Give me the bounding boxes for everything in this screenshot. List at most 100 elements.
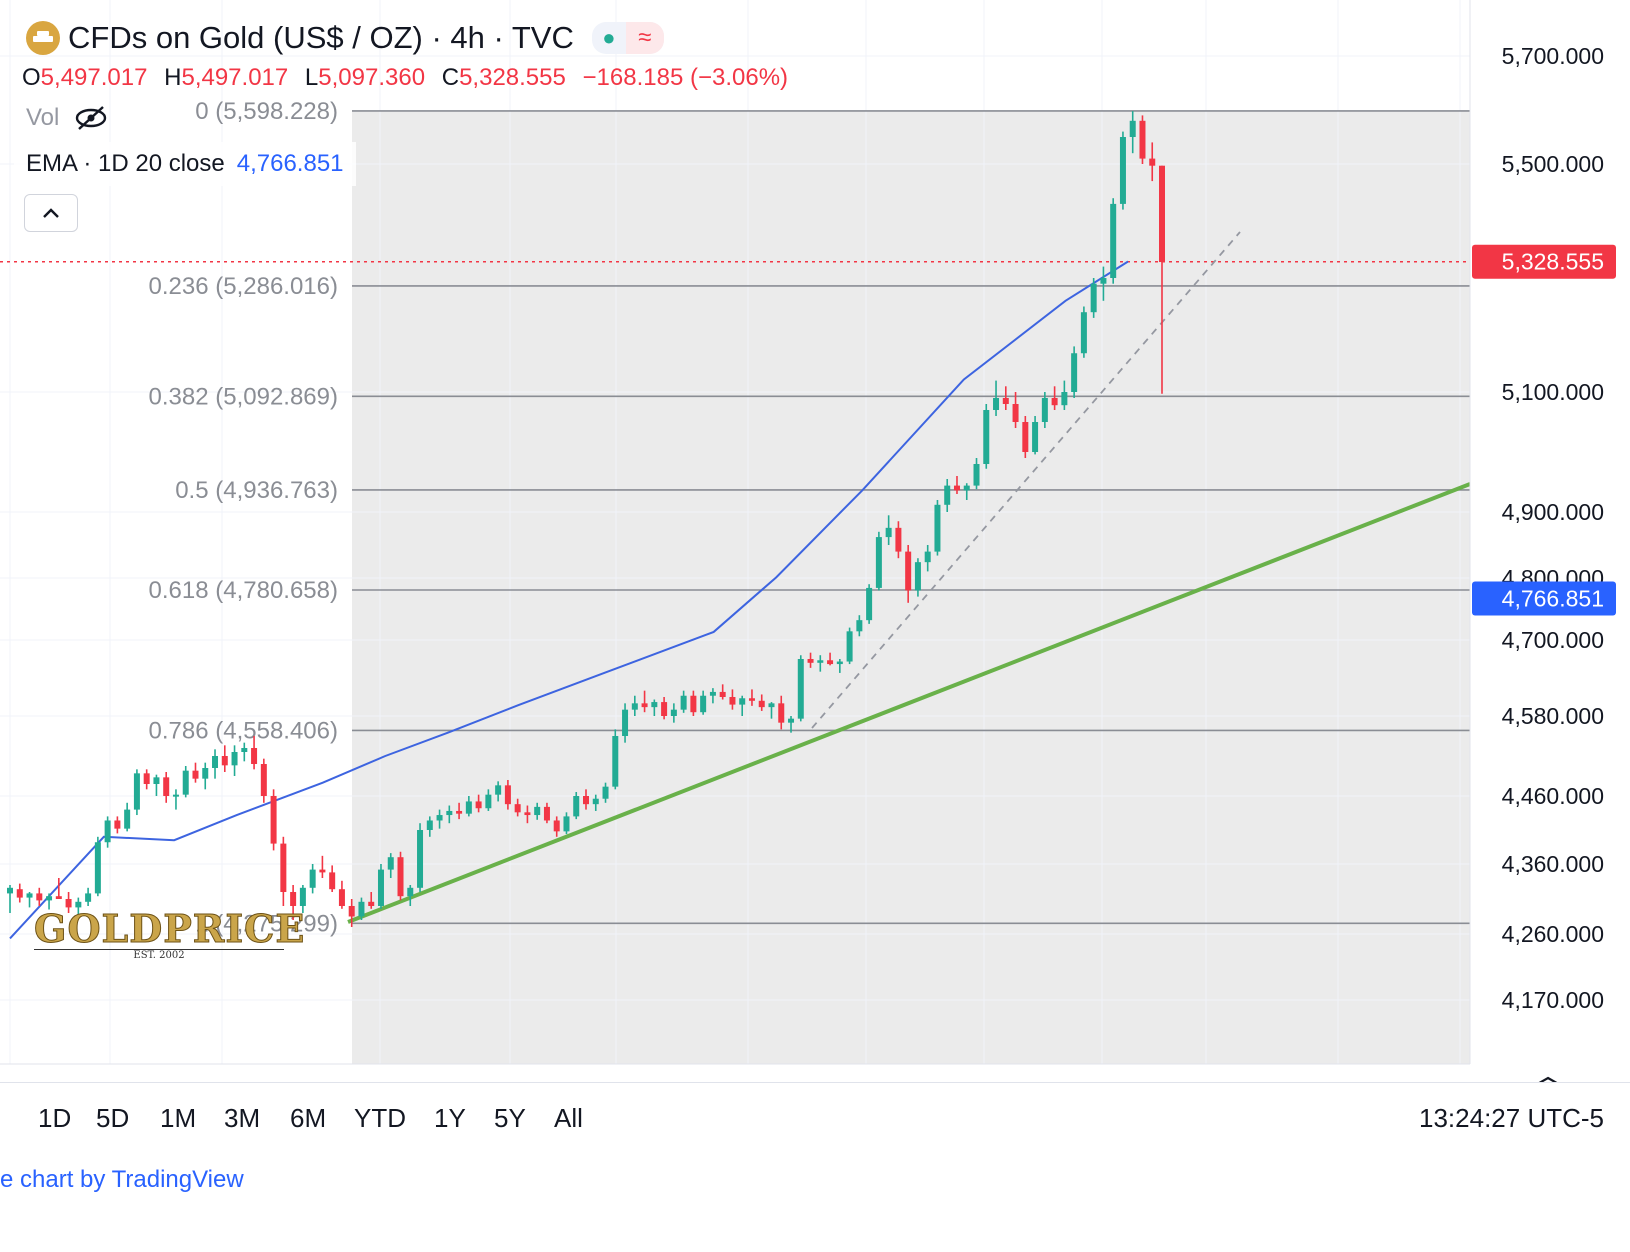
candle xyxy=(1159,165,1165,394)
candle-body xyxy=(856,620,863,632)
candle-body xyxy=(46,896,53,901)
candle-body xyxy=(397,857,404,897)
candle xyxy=(924,545,931,572)
candle-body xyxy=(1149,158,1156,166)
candle xyxy=(260,758,267,803)
ema-series xyxy=(9,260,1129,940)
candle-body xyxy=(875,537,882,588)
candle xyxy=(612,729,619,790)
timeframe-1d-button[interactable]: 1D xyxy=(38,1103,72,1133)
candle xyxy=(788,716,795,733)
candle-body xyxy=(680,695,687,710)
candle-body xyxy=(963,485,970,491)
time-tick-label: 21 xyxy=(97,1081,124,1082)
candle xyxy=(172,789,179,810)
candle-body xyxy=(231,752,238,766)
candle-body xyxy=(75,901,82,908)
candle-body xyxy=(758,700,765,708)
low-value: 5,097.360 xyxy=(318,64,426,91)
candle-body xyxy=(114,820,121,829)
trendline[interactable] xyxy=(347,482,1471,924)
candle-body xyxy=(309,869,316,888)
candle-body xyxy=(866,587,873,621)
timeframe-5y-button[interactable]: 5Y xyxy=(494,1103,526,1133)
candle-body xyxy=(153,777,160,784)
candle-body xyxy=(641,703,648,708)
candle xyxy=(163,772,170,803)
candle xyxy=(16,883,23,903)
trendline-green xyxy=(347,482,1471,924)
price-axis[interactable] xyxy=(1470,0,1630,1064)
price-chart[interactable]: 0 (5,598.228) 0.236 (5,286.016) 0.382 (5,0… xyxy=(0,0,1630,1082)
candle-body xyxy=(26,893,33,898)
volume-legend[interactable]: Vol xyxy=(26,104,109,132)
symbol-title[interactable]: CFDs on Gold (US$ / OZ) · 4h · TVC xyxy=(68,20,574,55)
candle xyxy=(456,802,463,820)
candle-body xyxy=(94,842,101,894)
chart-credit[interactable]: e chart by TradingView xyxy=(0,1166,244,1193)
timeframe-bar: 1D 5D 1M 3M 6M YTD 1Y 5Y All 13:24:27 UTC-5 xyxy=(0,1082,1630,1153)
clock-timezone[interactable]: 13:24:27 UTC-5 xyxy=(1419,1103,1604,1133)
candle-body xyxy=(485,794,492,809)
time-tick-label: 7 xyxy=(5,1081,18,1082)
candle xyxy=(748,689,755,706)
fib-level-label: 0.786 (4,558.406) xyxy=(149,717,338,744)
symbol-title-bar[interactable]: CFDs on Gold (US$ / OZ) · 4h · TVC ● ≈ xyxy=(26,20,664,56)
candle-body xyxy=(631,703,638,710)
candle xyxy=(690,690,697,716)
fib-retracement[interactable]: 0 (5,598.228) 0.236 (5,286.016) 0.382 (5,0… xyxy=(149,98,1470,937)
candle-body xyxy=(368,901,375,906)
collapse-legend-button[interactable] xyxy=(24,194,78,232)
candle-body xyxy=(36,893,43,901)
candle xyxy=(426,816,433,837)
candle xyxy=(875,531,882,591)
candle xyxy=(104,816,111,848)
eye-hidden-icon[interactable] xyxy=(73,105,109,131)
candle xyxy=(534,802,541,820)
candle-body xyxy=(1051,398,1058,406)
candle-body xyxy=(456,810,463,814)
candle xyxy=(553,816,560,837)
time-axis-ticks[interactable]: 7 21 25 2026 7 11 15 20 23 28 Feb 5 10 xyxy=(5,1070,1500,1082)
candle-body xyxy=(914,562,921,591)
timeframe-all-button[interactable]: All xyxy=(554,1103,583,1133)
timeframe-5d-button[interactable]: 5D xyxy=(96,1103,130,1133)
goldprice-logo: GOLDPRICE EST. 2002 xyxy=(34,906,305,962)
candle xyxy=(55,878,62,899)
time-tick-label: 10 xyxy=(1449,1081,1476,1082)
last-price-tag xyxy=(1472,244,1616,279)
timeframe-3m-button[interactable]: 3M xyxy=(224,1103,261,1133)
candle-body xyxy=(270,796,277,844)
candle-body xyxy=(104,820,111,843)
price-axis-ticks: 5,700.0005,500.0005,100.0004,900.0004,80… xyxy=(1502,43,1604,1013)
fib-level-label: 0.236 (5,286.016) xyxy=(149,273,338,300)
candle xyxy=(417,823,424,892)
change-value: −168.185 (−3.06%) xyxy=(582,64,789,91)
candle-body xyxy=(338,889,345,906)
ohlc-legend: O5,497.017 H5,497.017 L5,097.360 C5,328.… xyxy=(22,64,798,92)
candle xyxy=(1080,306,1087,358)
candle xyxy=(973,458,980,490)
candle-body xyxy=(329,872,336,890)
candle xyxy=(563,812,570,835)
candle-body xyxy=(934,504,941,552)
volume-label: Vol xyxy=(26,104,60,131)
candle-body xyxy=(905,551,912,591)
candle xyxy=(124,802,131,832)
candle xyxy=(768,702,775,719)
candle xyxy=(983,404,990,469)
tradingview-link[interactable]: TradingView xyxy=(111,1166,244,1193)
dashed-trendline[interactable] xyxy=(811,231,1241,729)
market-status[interactable]: ● ≈ xyxy=(591,22,664,54)
candle-body xyxy=(1002,398,1009,404)
timeframe-6m-button[interactable]: 6M xyxy=(290,1103,327,1133)
candle xyxy=(797,655,804,722)
candle xyxy=(348,899,355,927)
timeframe-1y-button[interactable]: 1Y xyxy=(434,1103,466,1133)
candle-body xyxy=(290,892,297,906)
ema-legend[interactable]: EMA · 1D 20 close 4,766.851 xyxy=(14,142,356,186)
candle-body xyxy=(573,796,580,817)
timeframe-1m-button[interactable]: 1M xyxy=(160,1103,197,1133)
time-tick-label: 11 xyxy=(606,1081,631,1082)
timeframe-ytd-button[interactable]: YTD xyxy=(354,1103,406,1133)
